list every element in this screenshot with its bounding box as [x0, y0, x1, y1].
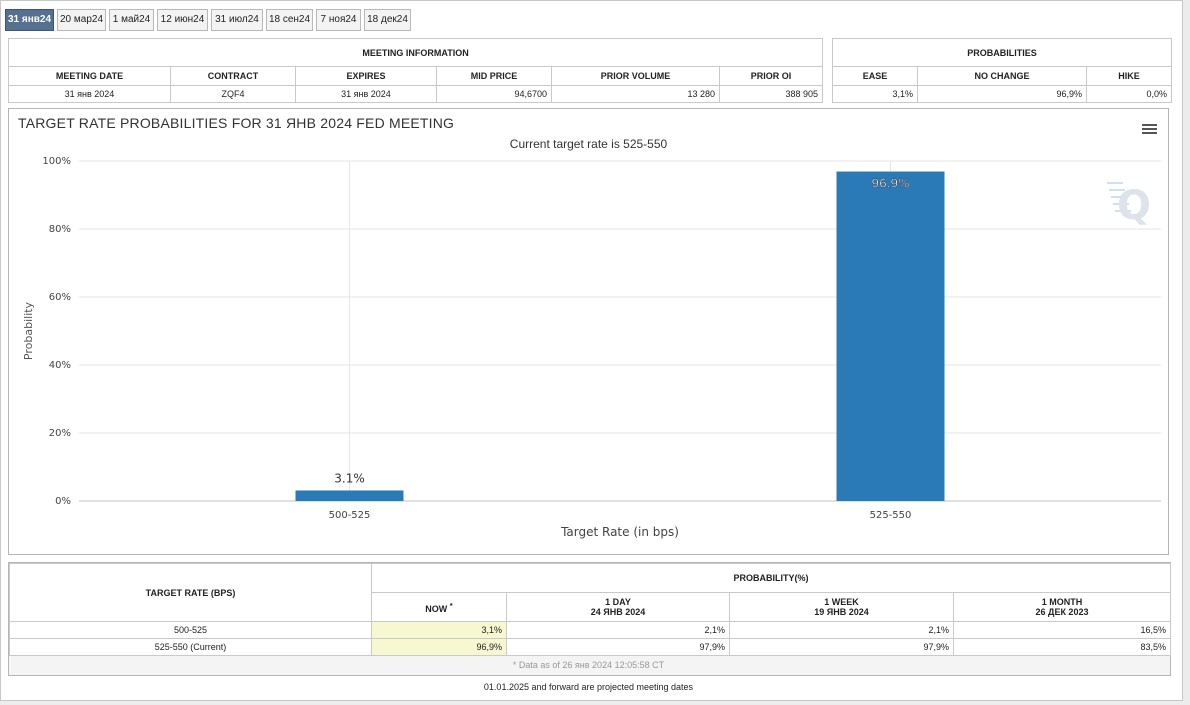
now-header: NOW *	[371, 592, 507, 622]
chart-subtitle: Current target rate is 525-550	[509, 137, 668, 151]
rate-cell: 500-525	[9, 621, 372, 639]
x-tick-label: 525-550	[870, 510, 912, 521]
contract-value: ZQF4	[170, 85, 296, 103]
tab-meeting-4[interactable]: 12 июн24	[157, 9, 208, 31]
tab-meeting-3[interactable]: 1 май24	[109, 9, 154, 31]
data-label: 96.9%	[871, 177, 909, 191]
y-axis-title: Probability	[22, 301, 35, 360]
week-cell: 97,9%	[729, 638, 954, 656]
projection-note: 01.01.2025 and forward are projected mee…	[483, 682, 694, 692]
mid-price-value: 94,6700	[436, 85, 552, 103]
ease-value: 3,1%	[832, 85, 918, 103]
bar	[836, 171, 945, 501]
col-prior-oi: PRIOR OI	[718, 66, 824, 86]
day-cell: 97,9%	[506, 638, 730, 656]
prior-oi-value: 388 905	[718, 85, 824, 103]
probability-history-table: TARGET RATE (BPS) PROBABILITY(%) NOW * 1…	[9, 563, 1171, 656]
one-month-header: 1 MONTH 26 ДЕК 2023	[953, 592, 1171, 622]
tab-meeting-6[interactable]: 18 сен24	[266, 9, 313, 31]
week-cell: 2,1%	[729, 621, 954, 639]
watermark-logo: Q	[1117, 183, 1151, 229]
col-mid-price: MID PRICE	[436, 66, 552, 86]
table-row: 500-525 3,1% 2,1% 2,1% 16,5%	[9, 621, 1171, 639]
month-cell: 83,5%	[953, 638, 1171, 656]
tab-meeting-5[interactable]: 31 июл24	[211, 9, 263, 31]
now-cell: 96,9%	[371, 638, 507, 656]
one-week-header: 1 WEEK 19 ЯНВ 2024	[729, 592, 954, 622]
data-timestamp-note: * Data as of 26 янв 2024 12:05:58 CT	[512, 660, 665, 670]
probability-header: PROBABILITY(%)	[371, 563, 1171, 593]
meeting-date-value: 31 янв 2024	[8, 85, 171, 103]
month-cell: 16,5%	[953, 621, 1171, 639]
col-hike: HIKE	[1085, 66, 1173, 86]
prior-volume-value: 13 280	[551, 85, 720, 103]
y-tick-label: 0%	[55, 496, 71, 507]
y-tick-label: 20%	[49, 428, 71, 439]
tab-meeting-7[interactable]: 7 ноя24	[316, 9, 361, 31]
target-rate-header: TARGET RATE (BPS)	[9, 563, 372, 622]
table-row: 525-550 (Current) 96,9% 97,9% 97,9% 83,5…	[9, 638, 1171, 656]
probabilities-table: PROBABILITIES EASE NO CHANGE HIKE 3,1% 9…	[831, 38, 1173, 103]
tab-meeting-1[interactable]: 31 янв24	[5, 9, 54, 31]
col-expires: EXPIRES	[295, 66, 437, 86]
probabilities-header: PROBABILITIES	[831, 38, 1173, 67]
meeting-info-header: MEETING INFORMATION	[7, 38, 824, 67]
chart-panel: TARGET RATE PROBABILITIES FOR 31 ЯНВ 202…	[8, 108, 1169, 555]
y-tick-label: 40%	[49, 360, 71, 371]
rate-cell: 525-550 (Current)	[9, 638, 372, 656]
now-footnote-mark: *	[449, 600, 453, 610]
tab-meeting-8[interactable]: 18 дек24	[364, 9, 411, 31]
col-contract: CONTRACT	[170, 66, 296, 86]
chart-title: TARGET RATE PROBABILITIES FOR 31 ЯНВ 202…	[18, 115, 455, 131]
one-day-header: 1 DAY 24 ЯНВ 2024	[506, 592, 730, 622]
expires-value: 31 янв 2024	[295, 85, 437, 103]
y-tick-label: 100%	[42, 156, 71, 167]
bar-chart: 0% 20% 40% 60% 80% 100% 3.1% 500-525 96.9% 525-55…	[22, 156, 1161, 539]
col-meeting-date: MEETING DATE	[8, 66, 171, 86]
day-cell: 2,1%	[506, 621, 730, 639]
y-tick-label: 60%	[49, 292, 71, 303]
hike-value: 0,0%	[1085, 85, 1173, 103]
col-prior-volume: PRIOR VOLUME	[551, 66, 720, 86]
y-tick-label: 80%	[49, 224, 71, 235]
meeting-info-table: MEETING INFORMATION MEETING DATE CONTRAC…	[7, 38, 824, 103]
tab-meeting-2[interactable]: 20 мар24	[57, 9, 106, 31]
bar	[295, 490, 404, 501]
col-no-change: NO CHANGE	[917, 66, 1087, 86]
no-change-value: 96,9%	[917, 85, 1087, 103]
col-ease: EASE	[832, 66, 918, 86]
x-axis-title: Target Rate (in bps)	[560, 525, 679, 539]
now-cell: 3,1%	[371, 621, 507, 639]
data-label: 3.1%	[334, 471, 365, 485]
hamburger-menu-icon[interactable]	[1142, 124, 1157, 136]
x-tick-label: 500-525	[329, 510, 371, 521]
